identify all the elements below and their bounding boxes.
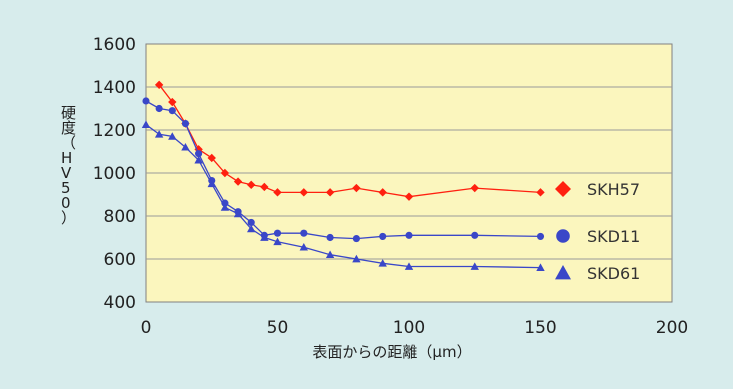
- y-tick-label: 1400: [93, 78, 136, 98]
- data-point: [273, 229, 282, 237]
- data-point: [168, 107, 176, 115]
- data-point: [470, 262, 479, 270]
- data-point: [352, 254, 361, 263]
- data-point: [555, 265, 571, 280]
- data-point: [326, 233, 334, 242]
- y-tick-labels: 400 600 800 1000 1200 1400 1600: [93, 35, 136, 313]
- y-tick-label: 1600: [93, 35, 136, 55]
- y-tick-label: 600: [104, 250, 136, 270]
- data-point: [325, 188, 335, 197]
- legend-item-skh57: SKH57: [555, 180, 640, 199]
- data-point: [247, 218, 255, 227]
- grid-lines: [146, 86, 672, 260]
- data-point: [536, 263, 545, 271]
- data-point: [233, 177, 243, 186]
- data-point: [404, 262, 414, 270]
- x-tick-label: 200: [656, 318, 688, 338]
- data-point: [536, 232, 545, 240]
- data-point: [220, 168, 230, 178]
- data-point: [154, 80, 164, 90]
- legend-item-skd11: SKD11: [556, 227, 640, 246]
- data-point: [260, 182, 269, 192]
- data-point: [233, 209, 243, 218]
- x-tick-label: 0: [141, 318, 152, 338]
- y-tick-label: 800: [104, 207, 136, 227]
- y-axis-label: 硬度（ H V 5 0）: [61, 104, 76, 227]
- data-point: [378, 188, 387, 197]
- data-point: [247, 180, 256, 190]
- data-point: [220, 203, 230, 211]
- series-line: [145, 124, 541, 269]
- data-point: [195, 150, 203, 158]
- data-point: [260, 233, 269, 241]
- data-point: [154, 130, 164, 138]
- data-point: [556, 229, 570, 243]
- data-point: [405, 231, 413, 239]
- data-point: [207, 179, 216, 188]
- data-point: [181, 143, 190, 151]
- data-point: [352, 183, 361, 193]
- data-point: [155, 104, 163, 113]
- data-point: [471, 231, 479, 239]
- x-tick-label: 100: [393, 318, 425, 338]
- data-point: [300, 229, 308, 237]
- data-point: [207, 153, 216, 163]
- x-tick-label: 150: [524, 318, 556, 338]
- legend-label: SKD61: [587, 264, 640, 283]
- data-point: [378, 259, 387, 267]
- data-point: [273, 188, 282, 197]
- data-point: [194, 155, 203, 164]
- y-tick-label: 1000: [93, 164, 136, 184]
- legend: SKH57 SKD11 SKD61: [555, 180, 640, 283]
- data-point: [470, 183, 479, 193]
- data-point: [555, 181, 571, 197]
- x-tick-label: 50: [267, 318, 289, 338]
- data-point: [181, 119, 190, 128]
- x-axis-label: 表面からの距離（μm）: [312, 343, 471, 361]
- series-group: [141, 80, 545, 271]
- data-point: [325, 250, 335, 259]
- data-point: [299, 242, 308, 251]
- data-point: [168, 132, 177, 140]
- data-point: [352, 235, 360, 243]
- data-point: [536, 188, 545, 197]
- legend-item-skd61: SKD61: [555, 264, 640, 283]
- legend-label: SKD11: [587, 227, 640, 246]
- data-point: [299, 188, 308, 197]
- data-point: [142, 97, 150, 105]
- data-point: [379, 232, 387, 240]
- legend-label: SKH57: [587, 180, 640, 199]
- data-point: [141, 120, 151, 128]
- data-point: [273, 237, 282, 246]
- y-tick-label: 400: [104, 293, 136, 313]
- data-point: [404, 192, 414, 201]
- y-tick-label: 1200: [93, 121, 136, 141]
- data-point: [168, 97, 177, 107]
- data-point: [247, 224, 256, 233]
- series-skd61: [141, 120, 545, 271]
- x-tick-labels: 0 50 100 150 200: [141, 318, 689, 338]
